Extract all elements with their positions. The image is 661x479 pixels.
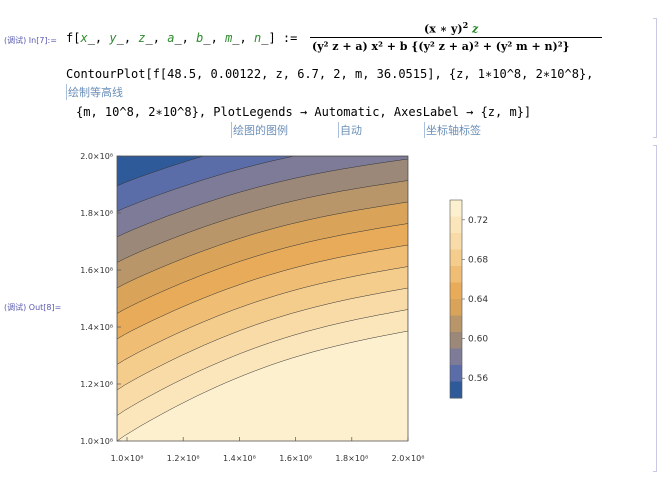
- input-cell-bracket[interactable]: [653, 18, 657, 138]
- hint-contourplot: 绘制等高线: [66, 84, 123, 100]
- x-tick-label: 1.6×10⁸: [279, 454, 312, 463]
- legend-tick-label: 0.72: [468, 216, 488, 226]
- arg-m: m: [225, 31, 233, 45]
- plot-frame: [116, 155, 409, 442]
- legend-swatch: [450, 348, 462, 366]
- arg-separator: _,: [203, 31, 226, 45]
- y-tick-label: 1.2×10⁸: [80, 380, 113, 389]
- x-tick-label: 1.2×10⁸: [167, 454, 200, 463]
- contour-regions: [117, 156, 408, 441]
- function-definition-lhs[interactable]: f[x_, y_, z_, a_, b_, m_, n_] :=: [66, 31, 298, 45]
- arg-x: x: [80, 31, 88, 45]
- y-tick-label: 1.4×10⁸: [80, 323, 113, 332]
- legend-swatch: [450, 282, 462, 300]
- contourplot-command-line[interactable]: ContourPlot[f[48.5, 0.00122, z, 6.7, 2, …: [66, 67, 594, 81]
- arg-b: b: [196, 31, 204, 45]
- arg-separator: _] :=: [261, 31, 298, 45]
- y-tick-label: 1.0×10⁸: [80, 437, 113, 446]
- legend-swatch: [450, 332, 462, 349]
- legend-swatch: [450, 315, 462, 333]
- contour-band: [117, 156, 408, 187]
- y-tick-label: 2.0×10⁸: [80, 152, 113, 161]
- plot-legend: 0.72 0.68 0.64 0.60 0.56: [449, 199, 488, 399]
- legend-tick-label: 0.56: [468, 374, 488, 384]
- legend-swatch: [450, 266, 462, 283]
- legend-swatch: [450, 216, 462, 234]
- output-cell-bracket[interactable]: [653, 145, 657, 472]
- output-cell-label: (调试) Out[8]=: [4, 303, 62, 312]
- x-tick-label: 1.0×10⁸: [111, 454, 144, 463]
- arg-separator: _,: [174, 31, 197, 45]
- function-arguments: x_, y_, z_, a_, b_, m_, n_] :=: [80, 31, 297, 45]
- legend-swatch: [450, 381, 462, 399]
- fraction-bar: [310, 37, 602, 38]
- plot-axes: 1.0×10⁸ 1.2×10⁸ 1.4×10⁸ 1.6×10⁸ 1.8×10⁸ 2.0×1…: [80, 152, 424, 463]
- legend-tick-label: 0.60: [468, 335, 488, 345]
- arg-separator: _,: [116, 31, 139, 45]
- legend-tick-label: 0.68: [468, 255, 488, 265]
- contour-band: [117, 156, 408, 212]
- x-tick-label: 2.0×10⁸: [392, 454, 425, 463]
- x-tick-label: 1.8×10⁸: [335, 454, 368, 463]
- function-denominator: (y² z + a) x² + b {(y² z + a)² + (y² m +…: [312, 40, 570, 53]
- y-tick-label: 1.8×10⁸: [80, 209, 113, 218]
- arg-y: y: [109, 31, 117, 45]
- plot-options-line[interactable]: {m, 10^8, 2∗10^8}, PlotLegends → Automat…: [76, 105, 532, 119]
- legend-swatch: [450, 249, 462, 267]
- arg-a: a: [167, 31, 175, 45]
- legend-swatch: [450, 233, 462, 250]
- legend-swatch: [450, 365, 462, 382]
- legend-tick-label: 0.64: [468, 295, 488, 305]
- arg-z: z: [138, 31, 146, 45]
- y-tick-label: 1.6×10⁸: [80, 266, 113, 275]
- hint-plotlegends: 绘图的图例: [231, 122, 288, 138]
- legend-swatch: [450, 200, 462, 217]
- arg-separator: _,: [232, 31, 254, 45]
- hint-axeslabel: 坐标轴标签: [424, 122, 481, 138]
- arg-separator: _,: [87, 31, 110, 45]
- hint-automatic: 自动: [338, 122, 362, 138]
- input-cell-label: (调试) In[7]:=: [4, 36, 57, 45]
- legend-swatch: [450, 299, 462, 316]
- arg-n: n: [253, 31, 262, 45]
- function-numerator: (x ∗ y)2 z: [424, 20, 479, 36]
- x-tick-label: 1.4×10⁸: [223, 454, 256, 463]
- arg-separator: _,: [145, 31, 168, 45]
